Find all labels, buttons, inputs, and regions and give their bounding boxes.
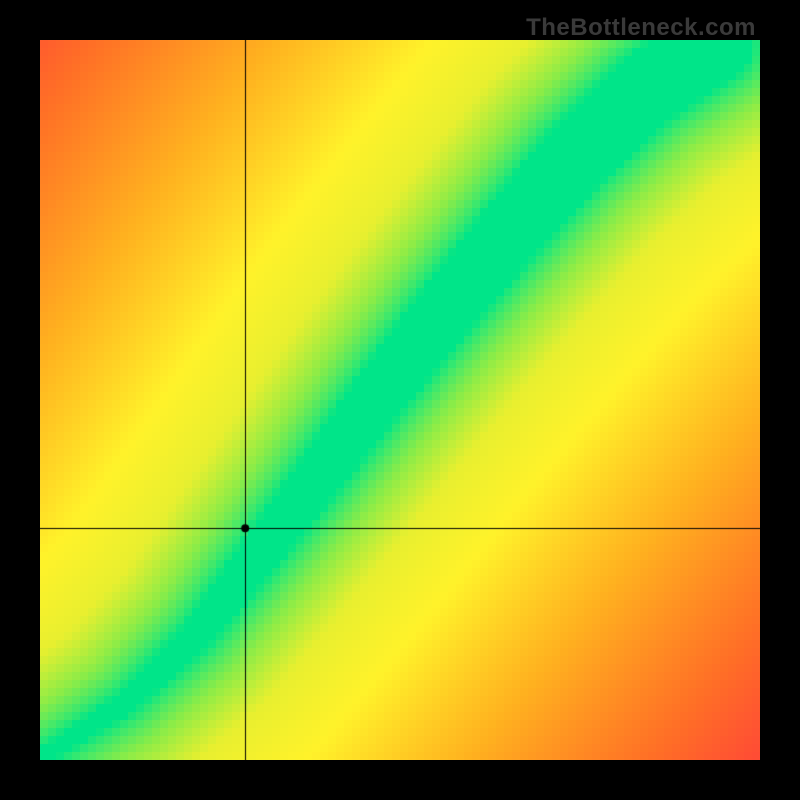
watermark-text: TheBottleneck.com [526, 14, 756, 42]
chart-container: TheBottleneck.com [0, 0, 800, 800]
crosshair-overlay [40, 40, 760, 760]
